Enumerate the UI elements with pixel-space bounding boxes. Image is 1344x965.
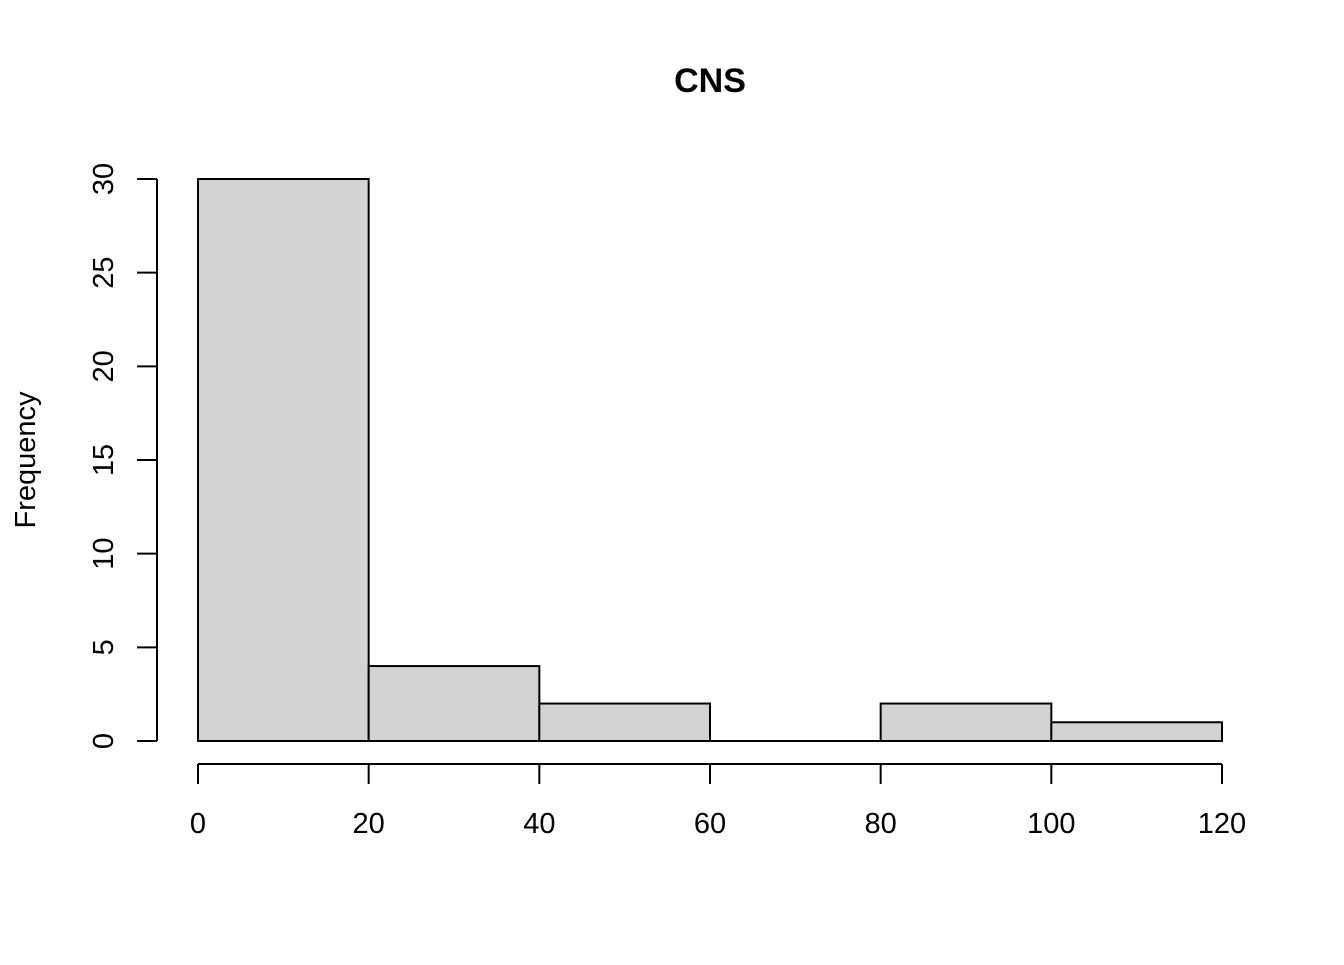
histogram-bar-5 xyxy=(1050,721,1224,742)
y-tick-label-3: 15 xyxy=(88,444,120,476)
histogram-bar-4 xyxy=(879,702,1053,742)
x-tick-label-3: 60 xyxy=(694,808,726,840)
x-tick-label-5: 100 xyxy=(1027,808,1075,840)
chart-title: CNS xyxy=(674,62,746,100)
y-axis: 0 5 10 15 20 25 30 xyxy=(88,163,158,749)
y-tick-label-0: 0 xyxy=(88,733,120,749)
y-tick-label-1: 5 xyxy=(88,639,120,655)
histogram-bars xyxy=(197,178,1224,742)
x-tick-label-6: 120 xyxy=(1198,808,1246,840)
x-axis: 0 20 40 60 80 100 120 xyxy=(190,763,1246,840)
y-tick-label-6: 30 xyxy=(88,163,120,195)
histogram-bar-0 xyxy=(197,178,370,742)
y-axis-label: Frequency xyxy=(10,391,42,529)
x-tick-label-4: 80 xyxy=(865,808,897,840)
y-tick-label-2: 10 xyxy=(88,538,120,570)
y-tick-label-5: 25 xyxy=(88,257,120,289)
x-tick-label-1: 20 xyxy=(353,808,385,840)
x-tick-label-2: 40 xyxy=(523,808,555,840)
x-tick-label-0: 0 xyxy=(190,808,206,840)
y-tick-label-4: 20 xyxy=(88,350,120,382)
histogram-bar-2 xyxy=(538,702,711,742)
histogram-bar-1 xyxy=(367,665,541,742)
